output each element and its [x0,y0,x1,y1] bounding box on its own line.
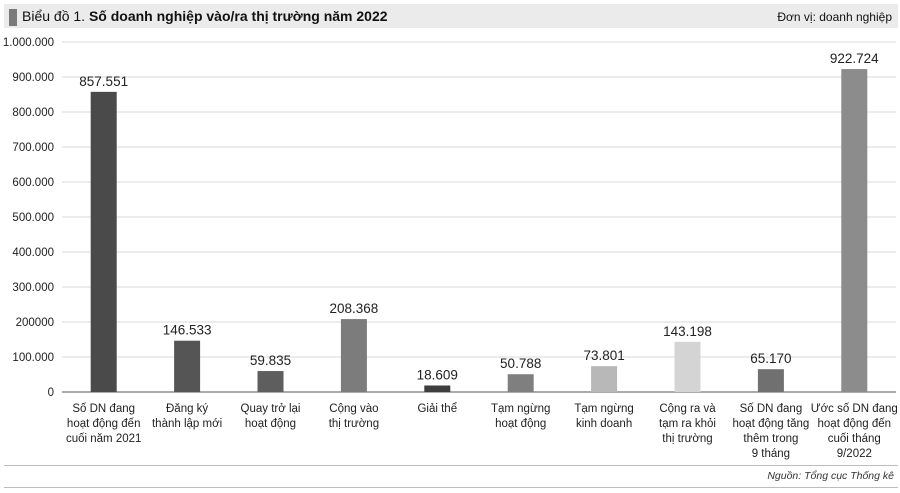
x-category-line: Giải thể [417,403,457,415]
x-category-label: Tạm ngừng kinh doanh [574,403,633,430]
bar-value-label: 50.788 [500,356,541,371]
x-category-line: hoạt động tăng [733,418,810,430]
y-tick-label: 800.000 [12,107,54,119]
x-category-line: Cộng vào [329,403,378,415]
x-category-line: Ước số DN đang [811,403,898,415]
title-main: Số doanh nghiệp vào/ra thị trường năm 20… [88,8,388,24]
x-category-label: Số DN đang hoạt động tăng thêm trong 9 thán… [733,403,810,460]
bar-value-label: 65.170 [750,351,791,366]
x-category-label: Cộng vào thị trường [329,403,379,430]
bar [591,366,618,392]
bar-value-label: 18.609 [417,367,458,382]
x-category-label: Quay trở lại hoạt động [241,403,301,430]
chart-title: Biểu đồ 1. Số doanh nghiệp vào/ra thị tr… [22,8,388,25]
bottom-border [4,487,898,488]
title-prefix: Biểu đồ 1. [22,8,86,24]
x-category-label: Đăng ký thành lập mới [152,403,222,430]
bar [340,319,367,392]
bar [424,385,451,392]
x-category-label: Tạm ngừng hoạt động [491,403,550,430]
unit-label: Đơn vị: doanh nghiệp [777,10,892,24]
chart-title-bar: Biểu đồ 1. Số doanh nghiệp vào/ra thị tr… [4,4,898,28]
x-category-line: Tạm ngừng [491,403,550,415]
y-tick-label: 500.000 [12,212,54,224]
y-tick-label: 900.000 [12,72,54,84]
x-category-label: Cộng ra và tạm ra khỏi thị trường [659,403,716,445]
bar [757,369,784,392]
x-category-label: Số DN đang hoạt động đến cuối năm 2021 [66,403,141,445]
x-category-line: thành lập mới [152,418,222,430]
bar-value-label: 146.533 [163,323,212,338]
x-category-line: thêm trong [743,433,798,445]
x-category-line: 9/2022 [837,448,872,460]
x-category-label: Giải thể [417,403,457,415]
x-category-line: tạm ra khỏi [659,418,716,430]
bar-value-label: 857.551 [79,74,128,89]
bar-value-label: 73.801 [583,348,624,363]
bar-value-label: 922.724 [830,51,879,66]
y-tick-label: 300.000 [12,282,54,294]
x-category-line: hoạt động đến [67,418,141,430]
x-category-label: Ước số DN đang hoạt động đến cuối tháng 9/2… [811,403,898,460]
x-category-line: Số DN đang [72,403,135,415]
footer-divider [4,465,898,466]
bar [674,341,701,392]
x-category-line: Quay trở lại [241,403,301,415]
x-category-line: Đăng ký [166,403,208,415]
bar [90,91,117,392]
title-marker [9,9,17,26]
x-category-line: hoạt động [245,418,296,430]
bar [174,340,201,392]
x-category-line: kinh doanh [576,418,632,430]
x-category-line: Tạm ngừng [574,403,633,415]
x-category-line: cuối năm 2021 [66,433,141,445]
bar-chart: 0 100.000 200000 300.000 400.000 500.000 600.0… [3,37,898,460]
x-category-line: Số DN đang [740,403,803,415]
bar-value-label: 59.835 [250,353,291,368]
y-tick-label: 700.000 [12,142,54,154]
bar [841,69,868,392]
x-category-line: cuối tháng [828,433,881,445]
y-tick-label: 1.000.000 [3,37,54,49]
y-tick-label: 0 [48,387,54,399]
source-note: Nguồn: Tổng cục Thống kê [767,470,894,482]
x-category-line: thị trường [662,433,712,445]
y-tick-label: 200000 [16,317,54,329]
bar-value-label: 208.368 [329,301,378,316]
y-tick-label: 400.000 [12,247,54,259]
y-tick-label: 600.000 [12,177,54,189]
x-category-line: hoạt động đến [818,418,892,430]
bar [257,371,284,392]
x-category-line: hoạt động [495,418,546,430]
x-category-line: Cộng ra và [659,403,716,415]
x-category-line: 9 tháng [752,448,790,460]
y-tick-label: 100.000 [12,352,54,364]
bar-value-label: 143.198 [663,324,712,339]
x-category-line: thị trường [329,418,379,430]
bar [507,374,534,392]
